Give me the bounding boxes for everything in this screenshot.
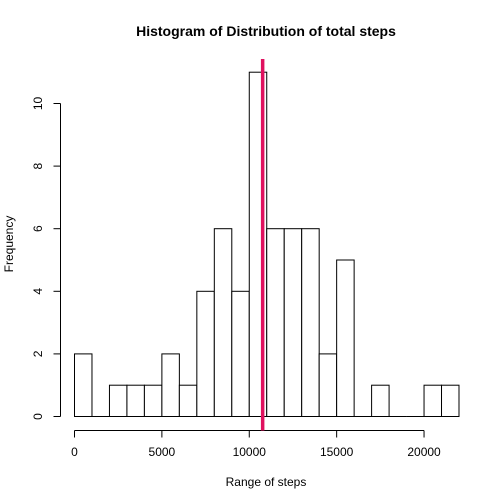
histogram-bar	[371, 384, 390, 418]
x-axis-label: Range of steps	[226, 475, 307, 489]
histogram-bar	[126, 384, 145, 418]
y-tick-label: 2	[31, 350, 45, 357]
y-axis: 0 2 4 6 8 10	[31, 97, 61, 420]
histogram-bar	[266, 228, 285, 417]
y-axis-label: Frequency	[2, 216, 16, 273]
x-axis: 0 5000 10000 15000 20000	[71, 430, 441, 459]
histogram-bar	[213, 228, 233, 417]
histogram-bar	[441, 384, 460, 418]
histogram-bar	[74, 353, 93, 417]
y-tick-label: 4	[31, 288, 45, 295]
chart-title: Histogram of Distribution of total steps	[136, 23, 396, 39]
histogram-bar	[178, 384, 198, 418]
histogram-bar	[161, 353, 180, 417]
x-tick-label: 10000	[233, 445, 267, 459]
histogram-bar	[423, 384, 443, 418]
histogram-bar	[143, 384, 163, 418]
y-tick-label: 0	[31, 413, 45, 420]
histogram-bar	[318, 353, 338, 417]
histogram-bar	[231, 290, 250, 417]
histogram-bar	[283, 228, 303, 417]
histogram-bar	[108, 384, 128, 418]
x-tick-label: 5000	[149, 445, 176, 459]
y-tick-label: 8	[31, 162, 45, 169]
histogram-bar	[301, 228, 320, 417]
y-tick-label: 6	[31, 225, 45, 232]
histogram-bar	[196, 290, 215, 417]
bars-group	[74, 71, 460, 418]
y-tick-label: 10	[31, 97, 45, 111]
x-tick-label: 15000	[320, 445, 354, 459]
x-tick-label: 20000	[407, 445, 441, 459]
histogram-bar	[336, 259, 355, 417]
x-tick-label: 0	[71, 445, 78, 459]
